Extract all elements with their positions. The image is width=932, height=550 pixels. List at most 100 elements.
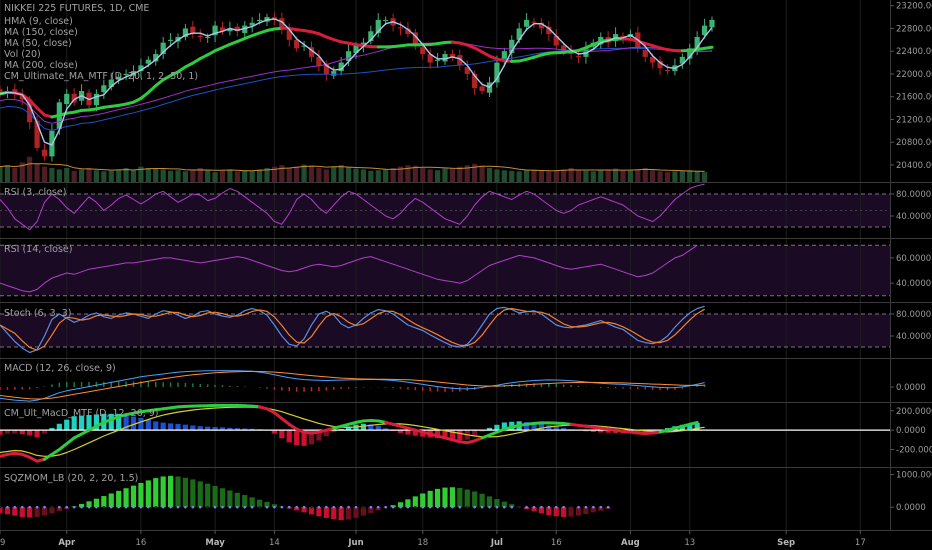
cm-macd-histogram-bar [479, 430, 485, 432]
sqzmom-bar [338, 507, 344, 521]
sqzmom-bar [116, 490, 122, 508]
cm-macd-histogram-bar [86, 415, 92, 431]
candle-body [338, 62, 344, 72]
squeeze-dot [213, 505, 217, 509]
candle-body [242, 25, 248, 33]
cm-macd-histogram-bar [294, 430, 300, 446]
cm-macd-histogram-bar [175, 423, 181, 431]
stoch-band [0, 314, 890, 347]
ultimate-ma-segment [28, 98, 39, 110]
candle-body [227, 28, 233, 32]
volume-bar [627, 170, 634, 182]
sqzmom-bar [472, 491, 478, 508]
chart-marks [0, 12, 890, 521]
squeeze-dot [325, 505, 328, 509]
cm-macd-histogram-bar [182, 424, 189, 431]
candle-body [308, 47, 315, 57]
volume-bar [145, 168, 151, 182]
cm-macd-histogram-bar [190, 425, 196, 431]
cm-macd-histogram-bar [279, 430, 285, 439]
candle-body [19, 95, 25, 100]
volume-bar [331, 166, 337, 182]
volume-bar [464, 165, 470, 182]
volume-bar [279, 165, 285, 182]
volume-bar [345, 167, 352, 182]
volume-bar [553, 170, 559, 182]
squeeze-dot [488, 505, 491, 509]
volume-bar [338, 165, 344, 182]
volume-bar [360, 169, 367, 182]
volume-bar [316, 168, 322, 182]
squeeze-dot [295, 505, 298, 509]
volume-bar [308, 165, 315, 182]
cm-macd-histogram-bar [523, 422, 530, 431]
hma-line [0, 18, 713, 146]
sqzmom-bar [561, 507, 567, 517]
candle-body [153, 54, 159, 62]
squeeze-dot [50, 505, 54, 509]
sqzmom-bar [93, 498, 100, 508]
cm-macd-histogram-bar [27, 430, 33, 436]
candle-body [701, 25, 708, 36]
candle-body [709, 19, 715, 28]
candle-body [331, 71, 337, 76]
squeeze-dot [147, 505, 150, 509]
pane-dividers[interactable] [0, 0, 932, 531]
volume-bar [138, 166, 144, 182]
cm-macd-line-segment [688, 420, 699, 426]
squeeze-dot [273, 505, 276, 509]
candle-body [531, 21, 537, 23]
volume-bar [575, 170, 582, 182]
cm-macd-histogram-bar [197, 426, 203, 431]
squeeze-dot [510, 505, 514, 509]
sqzmom-bar [316, 507, 322, 517]
squeeze-dot [317, 505, 321, 509]
rsi14-ytick-label: 40.0000 [896, 279, 931, 289]
cm-macd-histogram-bar [531, 422, 537, 431]
candle-body [71, 93, 77, 103]
xtick-label: Apr [58, 538, 76, 548]
volume-bar [271, 166, 278, 182]
sqzmom-bar [590, 507, 596, 513]
candle-body [93, 93, 100, 106]
squeeze-dot [436, 505, 439, 509]
cm-macd-histogram-bar [561, 427, 567, 431]
squeeze-dot [302, 505, 306, 509]
squeeze-dot [339, 505, 343, 509]
candle-body [620, 35, 626, 37]
squeeze-dot [354, 505, 358, 509]
price-axis[interactable]: 23200.00 22800.00 22400.00 22000.00 21600.00… [890, 2, 932, 513]
sqzmom-bar [160, 476, 166, 508]
cm-macd-histogram-bar [212, 427, 218, 431]
volume-bar [457, 166, 463, 182]
candle-body [472, 73, 478, 89]
candle-body [138, 65, 144, 72]
sqzmom-bar [138, 483, 144, 508]
volume-bar [175, 170, 181, 182]
cm-macd-histogram-bar [323, 430, 329, 437]
cm-macd-histogram-bar [694, 422, 700, 431]
volume-bar [197, 168, 203, 182]
squeeze-dot [58, 505, 61, 509]
sqzmom-bar [509, 504, 515, 508]
candle-body [464, 67, 470, 74]
sqzmom-bar [375, 507, 381, 511]
volume-bar [494, 169, 500, 182]
cm-macd-histogram-bar [397, 430, 404, 433]
volume-bar [605, 169, 611, 182]
volume-bar [108, 170, 114, 182]
cm-macd-histogram-bar [34, 430, 40, 438]
volume-bar [694, 171, 700, 182]
candle-body [368, 31, 374, 41]
volume-bar [650, 170, 656, 182]
cm-macd-histogram-bar [412, 430, 418, 436]
xtick-label: Jul [490, 538, 503, 548]
time-axis[interactable]: 19 Apr 16 May 14 Jun 18 Jul 16 Aug 13 Sep 17 [0, 530, 866, 548]
sqzmom-bar [264, 501, 270, 508]
squeeze-dot [132, 505, 135, 509]
xtick-label: 13 [684, 538, 695, 548]
sqzmom-bar [101, 496, 107, 508]
squeeze-dot [176, 505, 180, 509]
candle-body [434, 59, 441, 61]
